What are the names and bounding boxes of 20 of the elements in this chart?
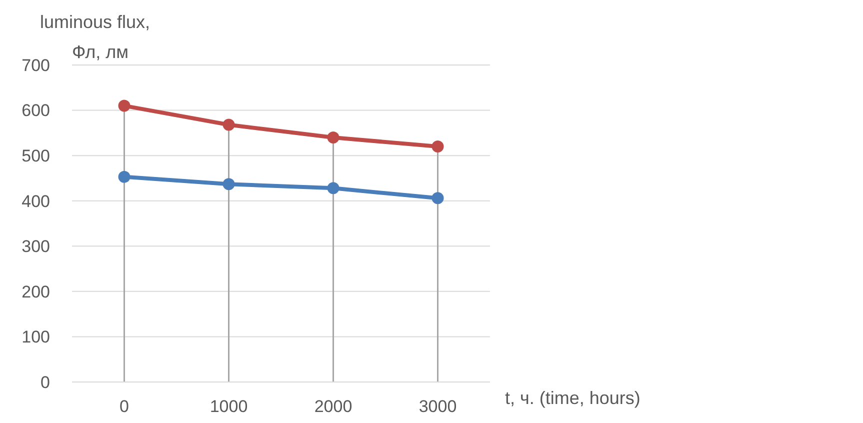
y-tick-label: 0 (40, 372, 50, 392)
x-tick-label: 2000 (314, 397, 352, 416)
point (327, 182, 340, 194)
y-tick-label: 600 (22, 101, 50, 120)
y-tick-label: 500 (22, 146, 50, 166)
point (118, 170, 130, 183)
y-tick-label: 300 (22, 237, 50, 256)
x-tick-label: 0 (120, 397, 129, 416)
point (432, 192, 444, 204)
point (432, 140, 444, 153)
point (222, 118, 235, 131)
point (327, 131, 340, 144)
y-tick-label: 400 (22, 192, 50, 211)
x-tick-label: 3000 (418, 397, 457, 416)
y-tick-label: 100 (22, 328, 50, 347)
point (222, 178, 235, 190)
point (118, 100, 130, 112)
y-tick-label: 200 (22, 282, 50, 302)
x-axis-title: t, ч. (time, hours) (505, 388, 640, 408)
x-tick-label: 1000 (210, 397, 248, 416)
